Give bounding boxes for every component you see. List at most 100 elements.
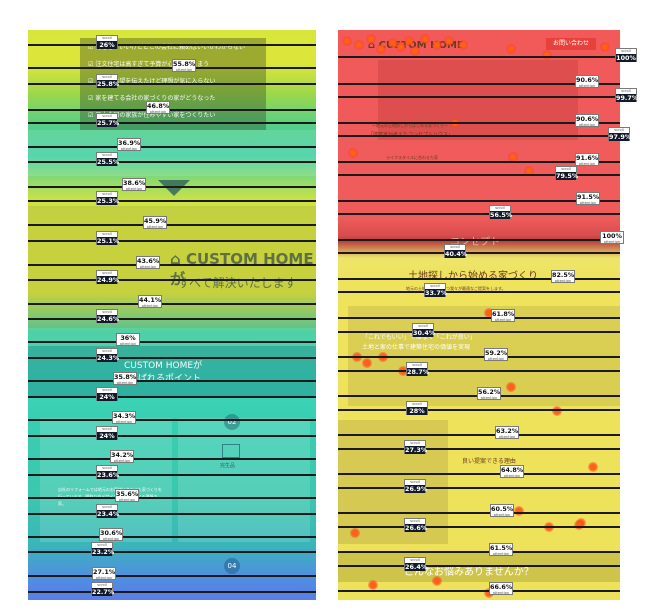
scroll-marker-value: 26.9%	[405, 485, 428, 493]
attention-marker-caption: attention	[578, 84, 596, 88]
scroll-marker-caption: scroll	[102, 427, 112, 431]
attention-marker-caption: attention	[95, 576, 113, 580]
attention-marker-caption: attention	[116, 381, 134, 385]
click-spot	[376, 44, 386, 54]
click-spot	[410, 46, 420, 56]
attention-marker-value: 45.9%	[144, 217, 167, 225]
scroll-marker: scroll 26.4%	[404, 557, 427, 571]
scroll-marker-caption: scroll	[97, 543, 107, 547]
scroll-marker-caption: scroll	[102, 36, 112, 40]
scroll-marker-value: 26%	[97, 41, 117, 49]
scroll-marker-caption: scroll	[621, 49, 631, 53]
check-icon: ☑	[88, 78, 94, 85]
attention-marker: 43.6% attention	[136, 256, 160, 269]
attention-marker: 44.1% attention	[138, 295, 162, 308]
hero-caption: 〜地元の土地探しからはじめる家づくり〜	[372, 123, 448, 128]
attention-marker: 59.2% attention	[484, 348, 508, 361]
left-heatmap-panel: ☑ 何をしていいけどどこの会社に頼めばいいかわからない ☑ 注文住宅は高すぎて予…	[28, 30, 316, 600]
scroll-marker-caption: scroll	[418, 324, 428, 328]
attention-marker-value: 36.9%	[118, 139, 141, 147]
section-title-line-1: CUSTOM HOMEが	[124, 361, 203, 371]
concept-title: 土地探しから始める家づくり	[408, 271, 538, 282]
concept-heading: コンセプト	[450, 237, 500, 248]
scroll-line	[28, 435, 316, 437]
scroll-marker-value: 25.3%	[97, 197, 120, 205]
attention-marker-value: 61.8%	[492, 310, 515, 318]
click-spot	[354, 40, 364, 50]
attention-marker-caption: attention	[149, 110, 167, 114]
scroll-marker-value: 24.3%	[97, 354, 120, 362]
scroll-marker-value: 28.7%	[407, 368, 430, 376]
scroll-marker: scroll 26.6%	[404, 518, 428, 532]
scroll-marker-caption: scroll	[97, 583, 107, 587]
attention-marker-value: 64.8%	[501, 466, 524, 474]
scroll-line	[28, 318, 316, 320]
scroll-marker-value: 23.2%	[92, 548, 115, 556]
contact-button[interactable]: お問い合わせ	[546, 38, 596, 50]
attention-marker: 100% attention	[600, 231, 624, 244]
attention-line	[28, 536, 316, 538]
attention-line	[338, 473, 620, 475]
house-icon	[222, 444, 240, 458]
click-spot	[366, 34, 376, 44]
click-spot	[508, 152, 518, 162]
scroll-line	[28, 513, 316, 515]
attention-marker-caption: attention	[487, 357, 505, 361]
section-title-line-2: ばれるポイント	[138, 374, 202, 384]
attention-marker: 27.1% attention	[92, 567, 116, 580]
scroll-line	[28, 474, 316, 476]
attention-marker: 91.5% attention	[576, 192, 600, 205]
attention-marker: 60.5% attention	[490, 504, 514, 517]
check-icon: ☑	[88, 112, 94, 119]
scroll-marker-caption: scroll	[410, 441, 420, 445]
scroll-line	[338, 96, 620, 98]
scroll-marker-caption: scroll	[410, 558, 420, 562]
scroll-line	[338, 487, 620, 489]
click-spot	[458, 40, 468, 50]
scroll-marker: scroll 79.5%	[555, 166, 579, 180]
attention-line	[28, 109, 316, 111]
kitchen-photo	[338, 420, 448, 544]
click-spot	[432, 40, 442, 50]
scroll-line	[28, 551, 316, 553]
attention-marker-caption: attention	[492, 552, 510, 556]
scroll-marker: scroll 28.7%	[406, 362, 430, 376]
scroll-marker-value: 56.5%	[490, 211, 513, 219]
attention-marker-caption: attention	[503, 474, 521, 478]
attention-marker: 64.8% attention	[500, 465, 524, 478]
scroll-line	[338, 291, 620, 293]
scroll-marker-value: 26.6%	[405, 524, 428, 532]
attention-marker: 36% attention	[116, 333, 140, 346]
attention-marker-caption: attention	[113, 459, 131, 463]
living-room-photo	[28, 206, 316, 328]
attention-marker-caption: attention	[492, 591, 510, 595]
scroll-marker: scroll 33.7%	[424, 283, 447, 297]
scroll-marker-value: 24%	[97, 393, 117, 401]
attention-line	[338, 278, 620, 280]
scroll-line	[338, 370, 620, 372]
scroll-marker-caption: scroll	[102, 349, 112, 353]
attention-marker-value: 34.2%	[111, 451, 134, 459]
attention-marker: 82.5% attention	[551, 270, 575, 283]
attention-marker-value: 34.3%	[113, 412, 136, 420]
click-spot	[432, 576, 442, 586]
attention-marker-caption: attention	[118, 498, 136, 502]
checklist-item-text: 注文住宅は高すぎて予算が心配してしまう	[95, 61, 210, 68]
scroll-marker: scroll 25.8%	[96, 74, 119, 88]
attention-marker-value: 91.5%	[577, 193, 600, 201]
point-number-text: 02	[227, 418, 237, 426]
attention-marker: 63.2% attention	[495, 426, 519, 439]
click-spot	[388, 38, 398, 48]
attention-marker: 36.9% attention	[117, 138, 141, 151]
scroll-line	[28, 44, 316, 46]
concept-desc: 地元の土地の情報を持つ我々が最適なご提案をします。	[406, 286, 506, 291]
scroll-marker: scroll 100%	[615, 48, 637, 62]
attention-marker-caption: attention	[493, 513, 511, 517]
point-number-badge-04: 04	[224, 558, 240, 574]
attention-line	[28, 146, 316, 148]
scroll-marker-value: 79.5%	[556, 172, 579, 180]
attention-line	[28, 380, 316, 382]
attention-marker-value: 82.5%	[552, 271, 575, 279]
hero-photo-couple	[28, 130, 316, 176]
attention-marker-value: 66.6%	[490, 583, 513, 591]
